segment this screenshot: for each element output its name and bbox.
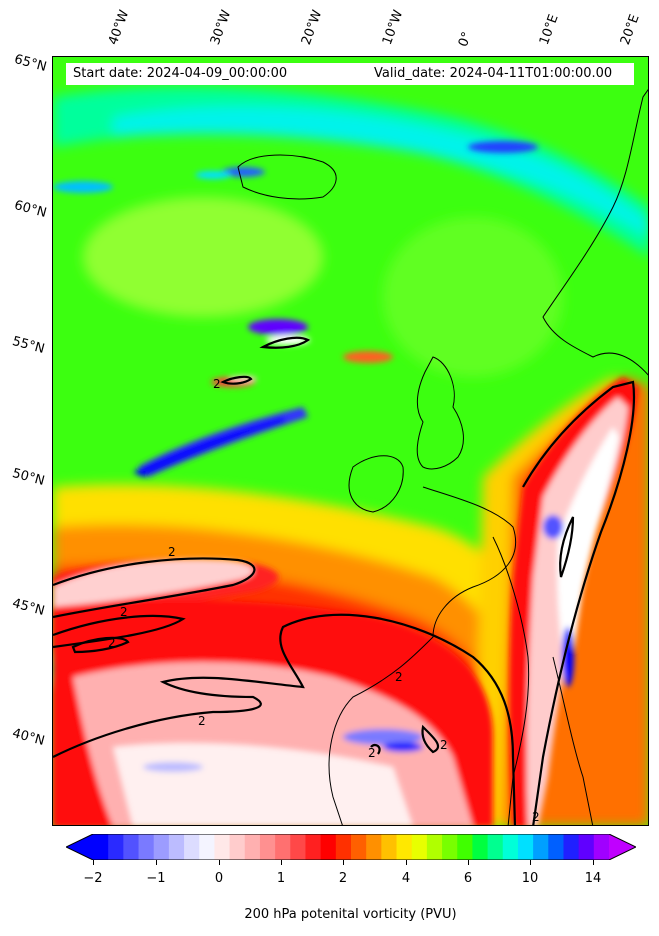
colorbar-swatch (244, 834, 261, 860)
lat-label-50n: 50°N (10, 466, 47, 489)
colorbar-swatch (335, 834, 352, 860)
lat-label-40n: 40°N (10, 726, 47, 749)
colorbar-tick: 10 (521, 871, 539, 886)
colorbar-swatch (229, 834, 246, 860)
contour-label: 2 (120, 605, 128, 619)
colorbar-label: 200 hPa potenital vorticity (PVU) (244, 907, 457, 922)
colorbar-swatch (563, 834, 580, 860)
colorbar-swatch (108, 834, 124, 860)
colorbar-min-extend (66, 834, 93, 860)
contour-label: 2 (168, 545, 176, 559)
colorbar-swatch (275, 834, 291, 860)
colorbar-tick: 1 (276, 871, 286, 886)
lon-label-20e: 20°E (617, 12, 643, 48)
lon-label-40w: 40°W (105, 8, 133, 47)
colorbar-max-extend (609, 834, 636, 860)
contour-label: 2 (532, 810, 540, 824)
colorbar-tick-mark (468, 860, 469, 865)
colorbar-swatch (426, 834, 443, 860)
colorbar-tick: 4 (401, 871, 411, 886)
colorbar-swatch (138, 834, 155, 860)
colorbar-tick: 14 (584, 871, 602, 886)
colorbar-swatch (199, 834, 215, 860)
colorbar-swatch (184, 834, 200, 860)
colorbar-tick-mark (281, 860, 282, 865)
colorbar-swatch (214, 834, 231, 860)
colorbar-tick: −1 (146, 871, 166, 886)
colorbar-tick-mark (343, 860, 344, 865)
lon-label-10w: 10°W (379, 8, 407, 47)
colorbar-swatch (351, 834, 367, 860)
colorbar-swatch (457, 834, 473, 860)
contour-label: 2 (198, 714, 206, 728)
colorbar-tick: −2 (83, 871, 103, 886)
colorbar-swatch (502, 834, 519, 860)
colorbar-swatch (153, 834, 170, 860)
colorbar-swatch (533, 834, 549, 860)
colorbar-tick-mark (219, 860, 220, 865)
lon-label-10e: 10°E (536, 12, 562, 48)
lon-label-30w: 30°W (207, 8, 235, 47)
colorbar-swatch (411, 834, 428, 860)
contour-label: 2 (368, 746, 376, 760)
date-header: Start date: 2024-04-09_00:00:00 Valid_da… (66, 63, 634, 85)
lat-label-65n: 65°N (12, 52, 49, 75)
contour-label: 2 (395, 670, 403, 684)
colorbar-swatch (259, 834, 276, 860)
colorbar-tick-mark (406, 860, 407, 865)
start-date: Start date: 2024-04-09_00:00:00 (73, 66, 288, 81)
colorbar-swatch (593, 834, 610, 860)
colorbar-swatch (93, 834, 109, 860)
colorbar-swatch (396, 834, 413, 860)
contour-label: 2 (108, 636, 116, 650)
pv-map (52, 56, 649, 826)
colorbar-swatch (290, 834, 306, 860)
colorbar-swatch (123, 834, 140, 860)
colorbar-swatch (381, 834, 398, 860)
lon-label-20w: 20°W (298, 8, 326, 47)
colorbar-swatch (320, 834, 337, 860)
colorbar-swatch (305, 834, 322, 860)
colorbar-swatch (548, 834, 564, 860)
colorbar (66, 834, 636, 860)
colorbar-swatch (472, 834, 489, 860)
contour-label: 2 (440, 738, 448, 752)
colorbar-tick: 2 (338, 871, 348, 886)
contour-label: 2 (213, 377, 221, 391)
lat-label-45n: 45°N (10, 596, 47, 619)
colorbar-swatch (442, 834, 458, 860)
lon-label-0: 0° (455, 29, 476, 49)
colorbar-tick-mark (93, 860, 94, 865)
colorbar-swatch (168, 834, 185, 860)
colorbar-tick-mark (593, 860, 594, 865)
colorbar-tick: 0 (214, 871, 224, 886)
lat-label-55n: 55°N (10, 334, 47, 357)
colorbar-tick: 6 (463, 871, 473, 886)
valid-date: Valid_date: 2024-04-11T01:00:00.00 (374, 66, 613, 81)
colorbar-swatch (578, 834, 595, 860)
lat-label-60n: 60°N (12, 198, 49, 221)
colorbar-tick-mark (530, 860, 531, 865)
pv-field (53, 57, 648, 825)
colorbar-swatch (366, 834, 382, 860)
colorbar-swatch (487, 834, 504, 860)
colorbar-swatch (517, 834, 534, 860)
colorbar-tick-mark (156, 860, 157, 865)
